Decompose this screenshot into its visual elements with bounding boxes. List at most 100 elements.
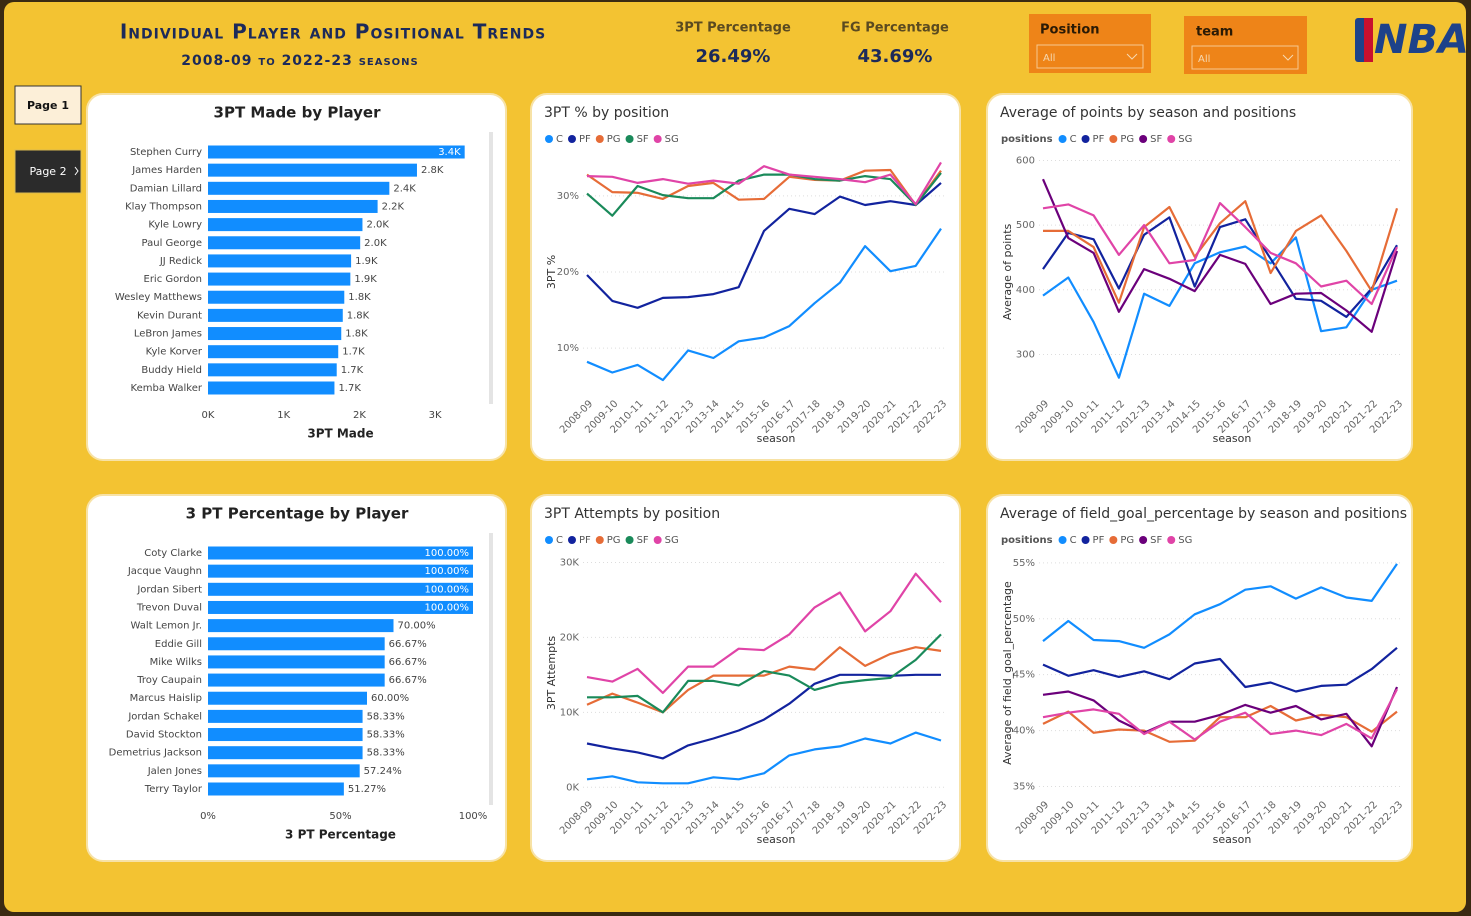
logo-text: NBA (1374, 17, 1469, 63)
dropdown[interactable] (1191, 45, 1299, 70)
legend-marker (595, 135, 604, 143)
y-tick-label: Troy Caupain (136, 675, 202, 686)
bar (208, 728, 363, 742)
legend-label: SG (1178, 535, 1192, 546)
y-tick-label: 500 (1016, 220, 1035, 231)
slicer[interactable]: team All (1184, 16, 1307, 74)
y-axis-title: Average of field_goal_percentage (1001, 581, 1014, 765)
y-tick-label: 20% (557, 267, 579, 278)
series-line (1042, 688, 1398, 741)
value-label: 2.0K (364, 238, 387, 249)
chart-title: Average of points by season and position… (1000, 105, 1296, 121)
slicer[interactable]: Position All (1029, 14, 1151, 73)
chart-title: 3 PT Percentage by Player (186, 505, 409, 523)
x-tick-label: 0K (202, 410, 215, 421)
bar (208, 691, 367, 705)
series-line (1042, 646, 1398, 693)
bar (208, 564, 473, 578)
y-tick-label: Eddie Gill (155, 639, 202, 650)
legend-label: PG (607, 134, 621, 145)
series-line (1042, 563, 1398, 649)
x-axis-title: 3 PT Percentage (285, 828, 396, 842)
bar (208, 145, 465, 159)
y-tick-label: James Harden (131, 165, 202, 176)
legend-marker (1058, 135, 1067, 143)
legend-marker (1139, 135, 1148, 143)
legend-marker (1081, 135, 1090, 143)
value-label: 57.24% (364, 766, 402, 777)
legend-title: positions (1001, 134, 1053, 145)
legend-marker (1058, 536, 1067, 544)
bar (208, 709, 363, 723)
nav-button[interactable]: Page 1 (14, 85, 82, 125)
y-tick-label: 45% (1013, 670, 1035, 681)
legend-label: PG (1120, 535, 1134, 546)
x-axis-title: season (757, 432, 796, 445)
legend-marker (1081, 536, 1090, 544)
y-axis-title: 3PT Attempts (545, 636, 558, 711)
legend-marker (1167, 536, 1176, 544)
y-tick-label: Coty Clarke (144, 548, 202, 559)
value-label: 100.00% (425, 548, 470, 559)
value-label: 66.67% (389, 639, 427, 650)
kpi-label: FG Percentage (841, 21, 949, 36)
series-line (586, 182, 942, 309)
y-tick-label: Klay Thompson (125, 201, 202, 212)
legend-label: C (556, 134, 563, 145)
value-label: 1.9K (354, 274, 377, 285)
value-label: 51.27% (348, 784, 386, 795)
x-tick-label: 3K (429, 410, 442, 421)
scrollbar (489, 132, 493, 404)
series-line (1042, 202, 1399, 306)
bar (208, 327, 342, 341)
bar (208, 290, 345, 304)
y-tick-label: 20K (560, 632, 580, 643)
legend-title: positions (1001, 535, 1053, 546)
legend-label: SF (637, 134, 649, 145)
bar (208, 345, 339, 359)
legend-label: PF (1093, 134, 1105, 145)
y-tick-label: LeBron James (134, 329, 202, 340)
y-tick-label: Damian Lillard (130, 183, 202, 194)
y-tick-label: 35% (1013, 782, 1035, 793)
series-line (587, 633, 942, 714)
legend-label: SF (1150, 134, 1162, 145)
legend-marker (567, 135, 576, 143)
bar (208, 308, 343, 322)
x-axis-title: season (1213, 833, 1252, 846)
bar (208, 272, 351, 286)
logo-right (1364, 18, 1373, 62)
nav-button[interactable]: Page 2 (14, 149, 82, 194)
legend-label: C (1070, 134, 1077, 145)
page-title: Individual Player and Positional Trends (120, 20, 546, 44)
y-tick-label: Kevin Durant (137, 310, 202, 321)
bar (208, 236, 361, 250)
dropdown[interactable] (1036, 44, 1144, 69)
slicer-label: team (1196, 25, 1233, 40)
chart-title: 3PT Made by Player (214, 104, 382, 122)
value-label: 1.7K (342, 347, 365, 358)
bar (208, 381, 335, 395)
y-tick-label: Paul George (142, 238, 202, 249)
panel (986, 494, 1413, 862)
y-tick-label: 0K (566, 782, 579, 793)
series-line (1042, 216, 1398, 318)
series-line (1042, 686, 1399, 748)
page-subtitle: 2008-09 to 2022-23 seasons (181, 53, 419, 69)
legend-label: SF (637, 535, 649, 546)
bar (208, 764, 360, 778)
series-line (586, 168, 942, 207)
value-label: 100.00% (425, 566, 470, 577)
legend-label: PG (1120, 134, 1134, 145)
value-label: 2.8K (421, 165, 444, 176)
kpi-value: 26.49% (696, 46, 771, 67)
legend-marker (545, 536, 553, 544)
bar (208, 363, 337, 377)
legend-marker (1167, 135, 1176, 143)
legend-marker (545, 135, 553, 143)
y-tick-label: Trevon Duval (136, 602, 202, 613)
bar (208, 600, 473, 614)
button-label: Page 2 (29, 165, 66, 178)
x-tick-label: 2K (353, 410, 366, 421)
dropdown-value: All (1043, 53, 1055, 64)
